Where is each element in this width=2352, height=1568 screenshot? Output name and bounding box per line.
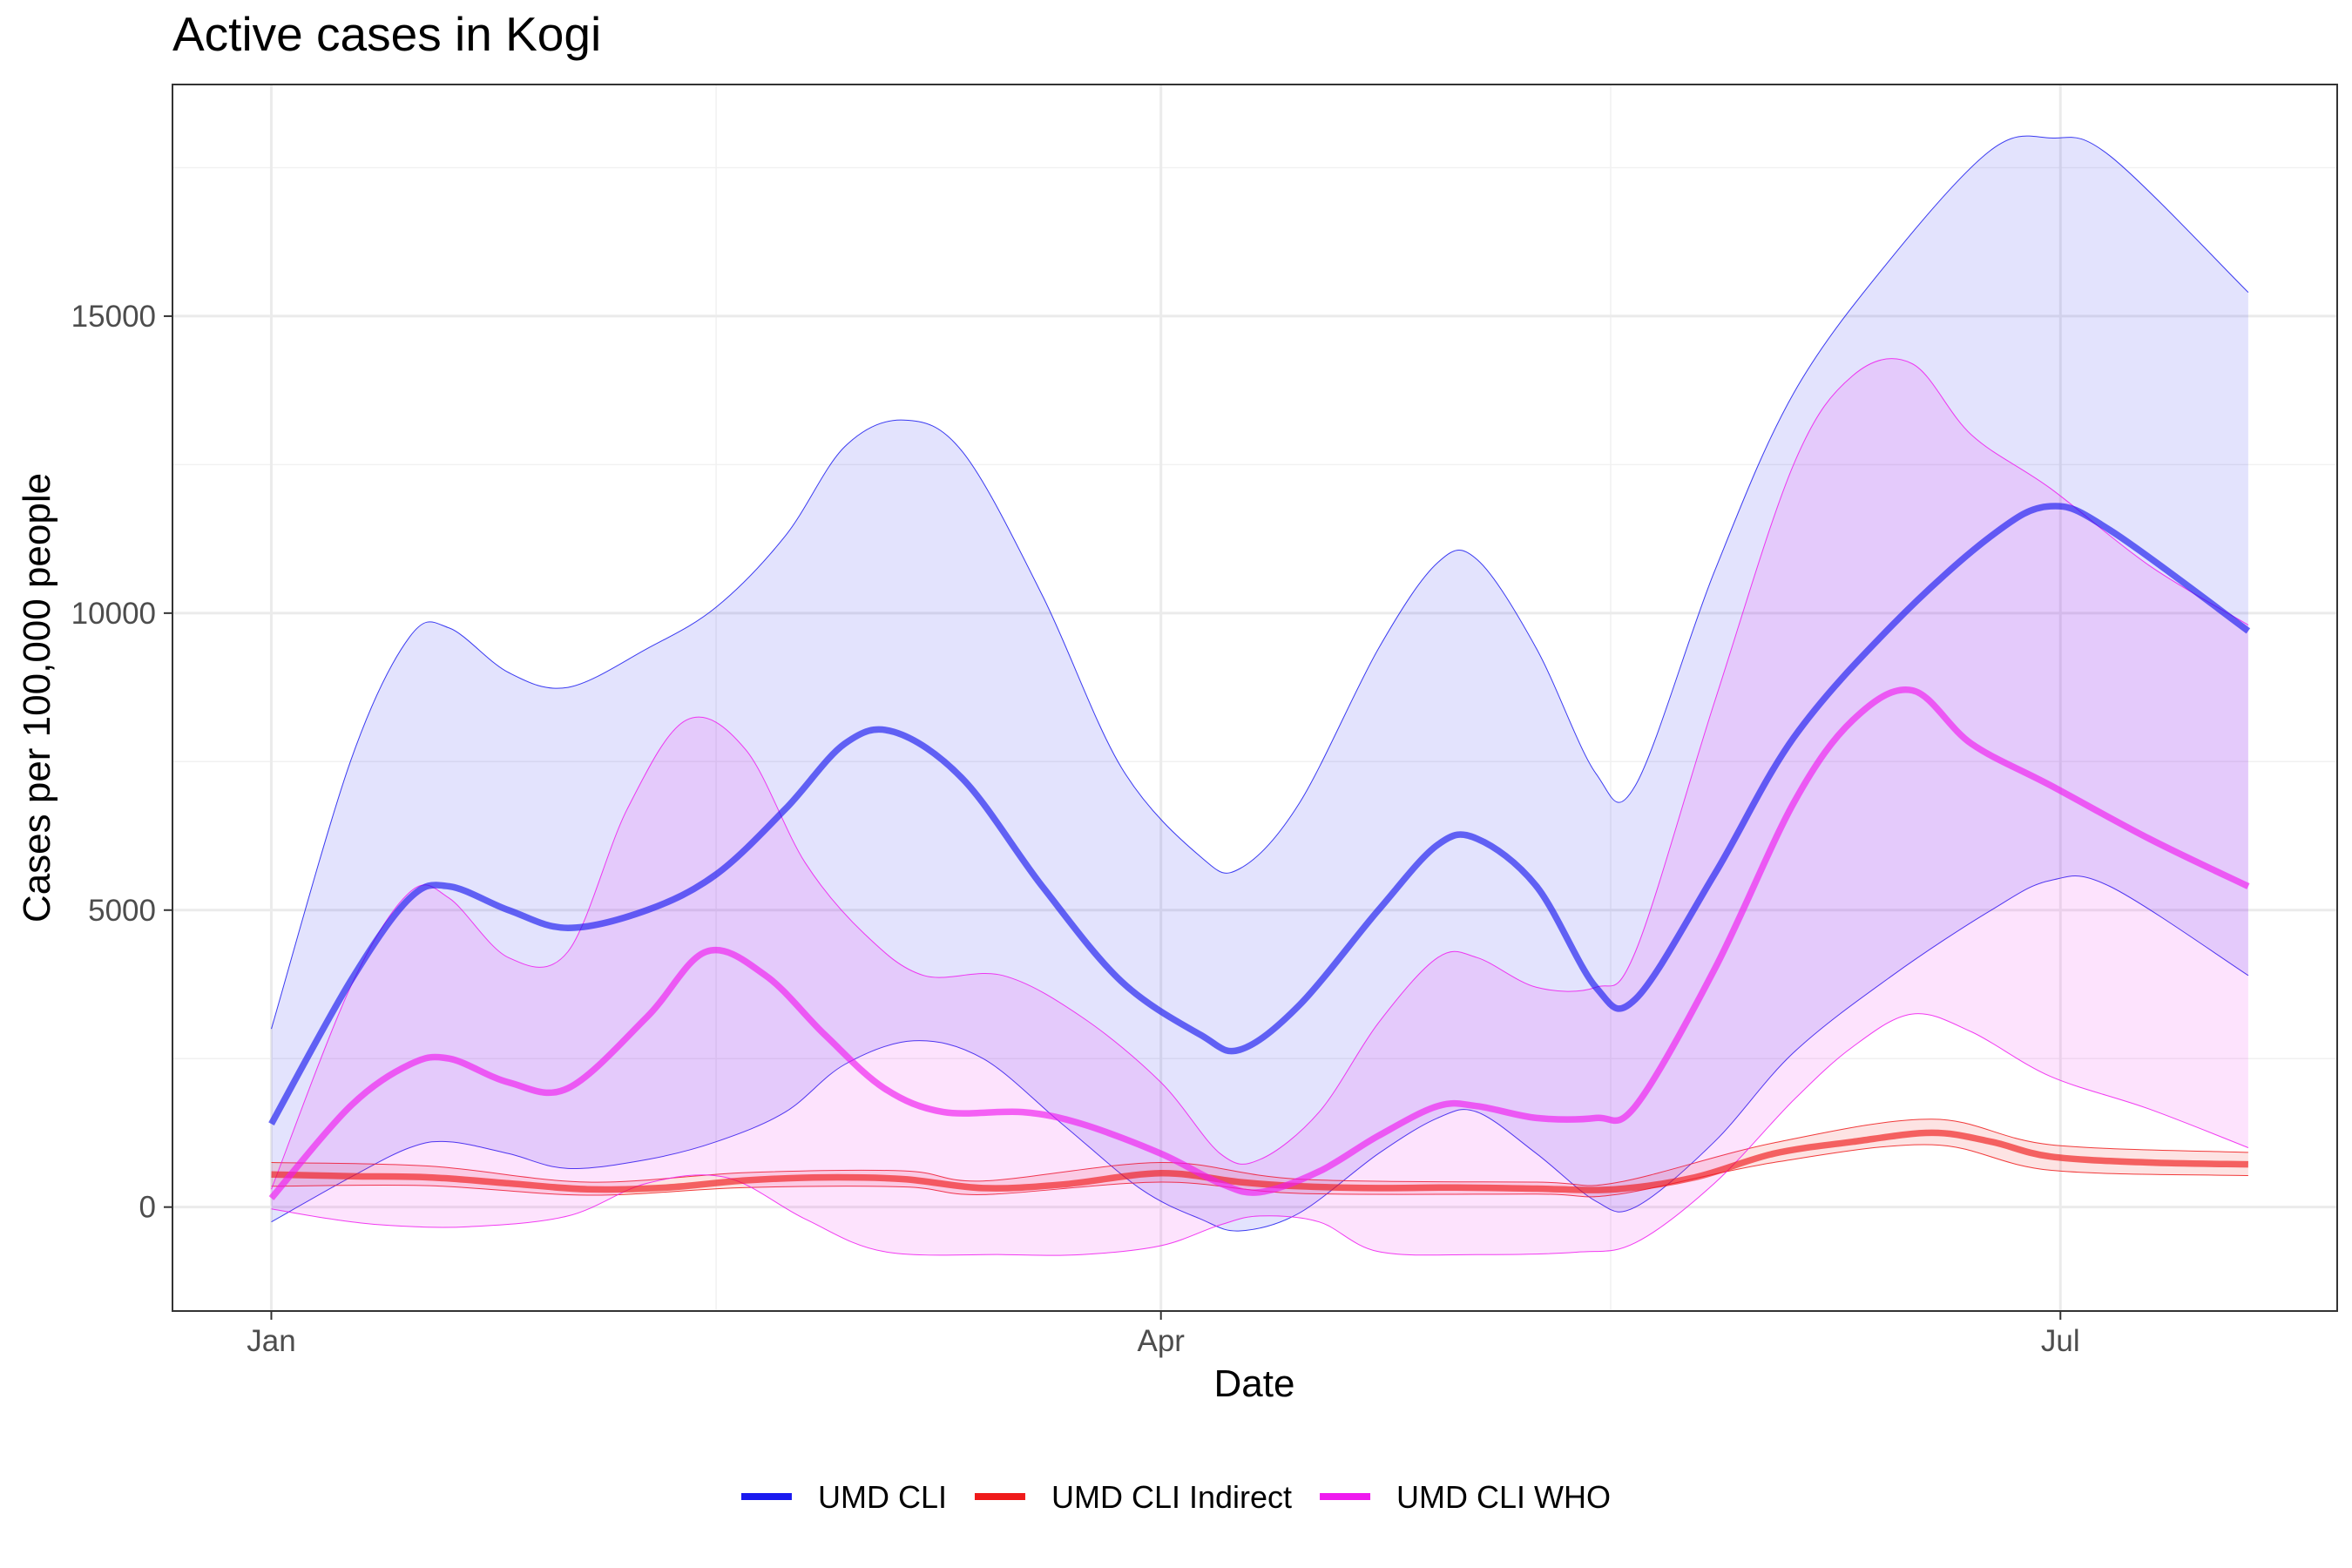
chart-title: Active cases in Kogi [172, 7, 601, 61]
legend: UMD CLI UMD CLI Indirect UMD CLI WHO [740, 1479, 1611, 1515]
band-umd-cli-who [271, 358, 2248, 1256]
band-lower-umd-cli-who [271, 1013, 2249, 1256]
plot-panel [172, 84, 2337, 1311]
x-tick-label: Jan [247, 1324, 295, 1358]
series-line-umd-cli-indirect [271, 1129, 2248, 1193]
grid [172, 84, 2337, 1311]
band-umd-cli [271, 136, 2248, 1232]
legend-label-umd-cli: UMD CLI [818, 1479, 947, 1515]
legend-label-umd-cli-who: UMD CLI WHO [1396, 1479, 1611, 1515]
y-tick-label: 0 [139, 1191, 156, 1225]
series-line-umd-cli [268, 503, 2251, 1126]
band-upper-umd-cli-indirect [271, 1119, 2248, 1186]
band-lower-umd-cli [271, 875, 2249, 1232]
y-axis: 0 5000 10000 15000 [71, 300, 172, 1225]
legend-label-umd-cli-indirect: UMD CLI Indirect [1051, 1479, 1292, 1515]
x-axis: Jan Apr Jul [247, 1311, 2080, 1358]
y-tick-label: 10000 [71, 597, 156, 631]
x-tick-label: Apr [1137, 1324, 1185, 1358]
series-lines [268, 503, 2251, 1200]
plot-border [172, 84, 2338, 1312]
x-axis-title: Date [1214, 1362, 1295, 1405]
y-axis-title: Cases per 100,000 people [16, 473, 58, 923]
x-tick-label: Jul [2041, 1324, 2080, 1358]
series-line-umd-cli-who [268, 686, 2250, 1200]
y-tick-label: 5000 [88, 894, 156, 928]
y-tick-label: 15000 [71, 300, 156, 334]
band-upper-umd-cli [271, 135, 2249, 1030]
band-upper-umd-cli-who [271, 358, 2249, 1190]
